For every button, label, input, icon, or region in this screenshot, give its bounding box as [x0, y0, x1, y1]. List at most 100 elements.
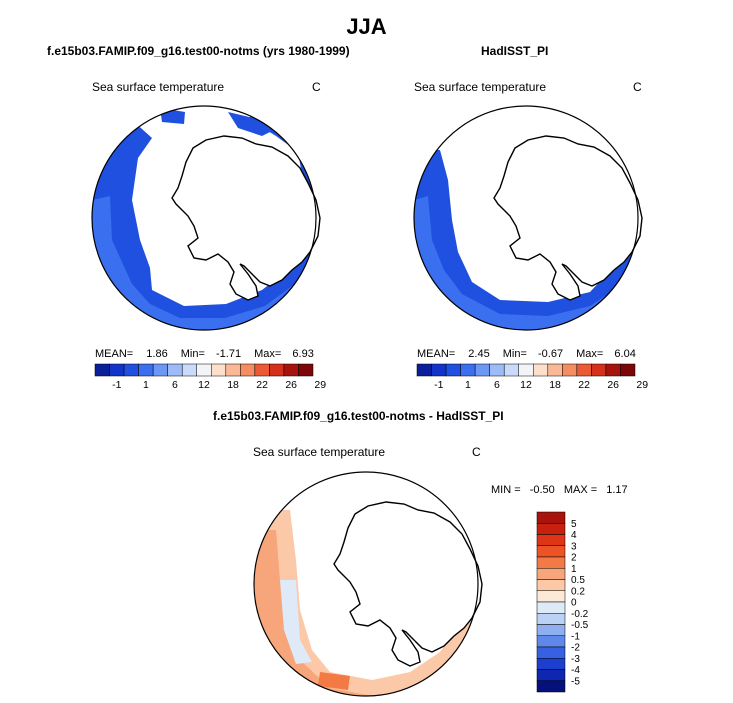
diff-colorbar-tick-label: 3 [571, 541, 577, 552]
obs-colorbar-tick-label: 18 [549, 379, 561, 391]
obs-colorbar-swatch [620, 363, 636, 377]
diff-colorbar-tick-label: -0.2 [571, 609, 589, 620]
diff-colorbar-swatch [536, 545, 566, 558]
model-max-label: Max= [254, 348, 282, 360]
diff-colorbar-tick-label: -1 [571, 631, 580, 642]
model-colorbar-swatch [138, 363, 154, 377]
diff-colorbar-tick-label: -0.5 [571, 620, 589, 631]
obs-max-label: Max= [576, 348, 604, 360]
diff-colorbar-swatch [536, 556, 566, 569]
obs-colorbar-swatch [489, 363, 505, 377]
obs-colorbar-swatch [474, 363, 490, 377]
diff-colorbar-swatch [536, 613, 566, 625]
obs-colorbar-tick-label: 6 [494, 379, 500, 391]
obs-colorbar-tick-label: -1 [434, 379, 443, 391]
model-colorbar-tick-label: 29 [314, 379, 326, 391]
model-colorbar: -1 1 6 12 18 22 26 29 [94, 363, 326, 391]
obs-mean-value: 2.45 [468, 348, 490, 360]
diff-colorbar-swatch [536, 579, 566, 591]
diff-colorbar-swatch [536, 590, 566, 603]
model-colorbar-swatch [254, 363, 270, 377]
model-colorbar-tick-label: 26 [285, 379, 297, 391]
model-mean-value: 1.86 [146, 348, 168, 360]
diff-max-value: 1.17 [606, 484, 628, 496]
model-colorbar-swatch [283, 363, 299, 377]
obs-min-value: -0.67 [537, 348, 564, 360]
diff-colorbar-tick-label: 0.2 [571, 586, 585, 597]
model-colorbar-swatch [109, 363, 125, 377]
obs-colorbar-tick-label: 26 [607, 379, 619, 391]
diff-min-label: MIN = [491, 484, 521, 496]
obs-colorbar-tick-label: 1 [465, 379, 471, 391]
obs-colorbar-swatch [460, 363, 476, 377]
model-min-value: -1.71 [215, 348, 242, 360]
diff-colorbar-swatch [536, 669, 566, 681]
obs-max-value: 6.04 [614, 348, 636, 360]
obs-colorbar-swatch [576, 363, 592, 377]
model-colorbar-swatch [298, 363, 314, 377]
obs-colorbar: -1 1 6 12 18 22 26 29 [416, 363, 648, 391]
obs-colorbar-swatch [591, 363, 607, 377]
panel-model-header: f.e15b03.FAMIP.f09_g16.test00-notms (yrs… [47, 44, 350, 58]
obs-colorbar-swatch [562, 363, 578, 377]
obs-colorbar-tick-label: 12 [520, 379, 532, 391]
diff-colorbar-swatch [536, 680, 566, 693]
diff-colorbar-tick-label: -3 [571, 654, 580, 665]
obs-colorbar-swatch [431, 363, 447, 377]
model-mean-label: MEAN= [95, 348, 134, 360]
diff-colorbar-tick-label: -4 [571, 665, 580, 676]
model-colorbar-tick-label: 22 [256, 379, 268, 391]
model-colorbar-swatch [123, 363, 139, 377]
page-title: JJA [346, 14, 387, 39]
diff-colorbar-swatch [536, 511, 566, 524]
model-colorbar-swatch [240, 363, 256, 377]
model-colorbar-swatch [181, 363, 197, 377]
model-colorbar-swatch [269, 363, 285, 377]
diff-colorbar-swatch [536, 658, 566, 670]
diff-colorbar-tick-label: 0.5 [571, 575, 585, 586]
model-min-label: Min= [180, 348, 205, 360]
diff-colorbar-swatch [536, 568, 566, 580]
model-max-value: 6.93 [292, 348, 314, 360]
obs-colorbar-swatch [445, 363, 461, 377]
obs-mean-label: MEAN= [417, 348, 456, 360]
diff-colorbar-swatch [536, 624, 566, 636]
model-colorbar-swatch [196, 363, 212, 377]
panel-obs-header: HadISST_PI [481, 44, 549, 58]
obs-colorbar-swatch [416, 363, 432, 377]
obs-colorbar-swatch [503, 363, 519, 377]
diff-colorbar-tick-label: 2 [571, 553, 577, 564]
diff-colorbar-swatch [536, 534, 566, 546]
diff-colorbar-tick-label: 5 [571, 519, 577, 530]
obs-colorbar-tick-label: 29 [636, 379, 648, 391]
model-colorbar-swatch [167, 363, 183, 377]
model-colorbar-tick-label: -1 [112, 379, 121, 391]
model-colorbar-tick-label: 18 [227, 379, 239, 391]
diff-colorbar-tick-label: -2 [571, 643, 580, 654]
obs-colorbar-swatch [547, 363, 563, 377]
diff-colorbar-swatch [536, 601, 566, 614]
obs-min-label: Min= [502, 348, 527, 360]
panel-model-units: C [312, 80, 321, 94]
model-colorbar-tick-label: 12 [198, 379, 210, 391]
diff-colorbar-swatch [536, 523, 566, 535]
model-colorbar-swatch [225, 363, 241, 377]
diff-colorbar-tick-label: 4 [571, 530, 577, 541]
diff-max-label: MAX = [563, 484, 598, 496]
diff-map [253, 471, 483, 697]
panel-obs-units: C [633, 80, 642, 94]
obs-colorbar-swatch [518, 363, 534, 377]
panel-diff-variable: Sea surface temperature [253, 445, 386, 459]
model-colorbar-swatch [152, 363, 168, 377]
obs-colorbar-swatch [533, 363, 549, 377]
obs-colorbar-swatch [605, 363, 621, 377]
model-colorbar-swatch [94, 363, 110, 377]
obs-map [413, 105, 643, 331]
panel-diff-units: C [472, 445, 481, 459]
diff-colorbar-tick-label: 0 [571, 598, 577, 609]
panel-obs-variable: Sea surface temperature [414, 80, 547, 94]
model-colorbar-tick-label: 6 [172, 379, 178, 391]
panel-diff-header: f.e15b03.FAMIP.f09_g16.test00-notms - Ha… [213, 409, 504, 423]
